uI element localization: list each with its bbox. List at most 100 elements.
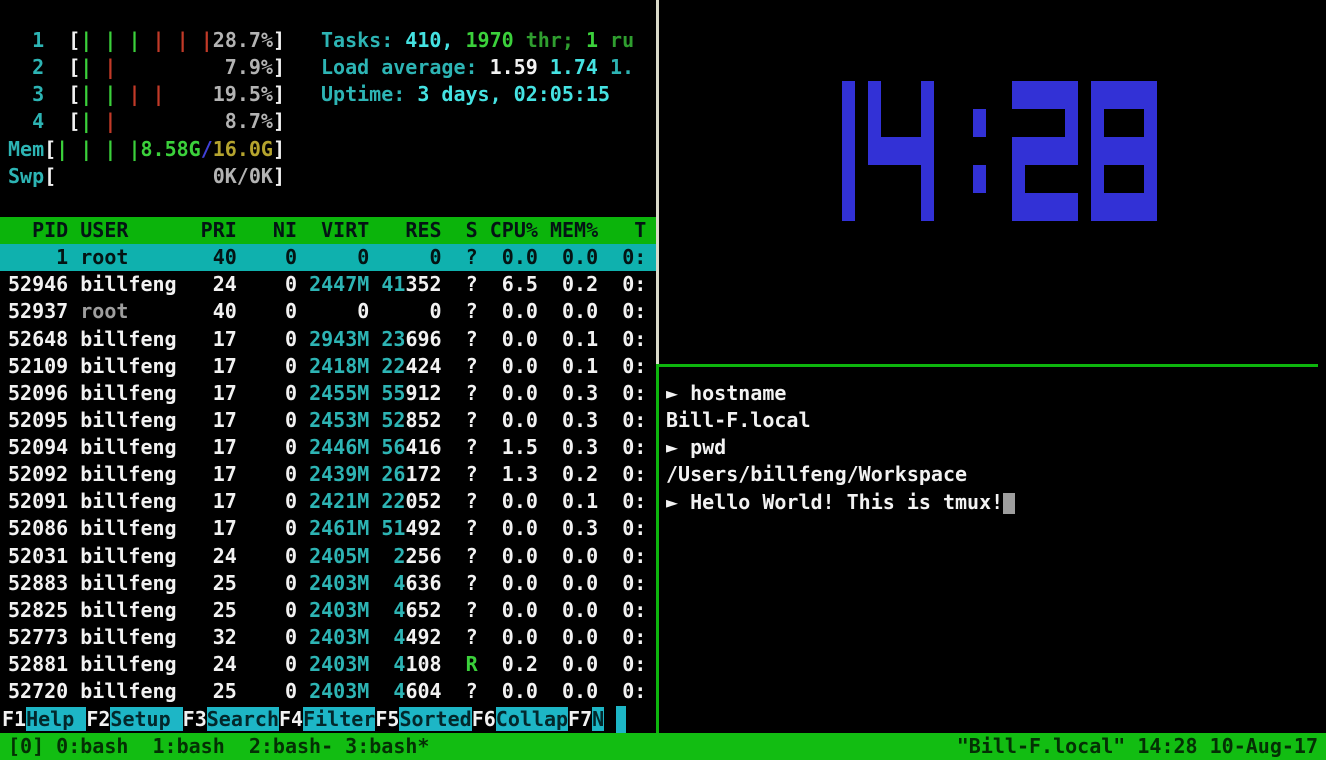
cell-res: 4 — [381, 570, 406, 595]
fkey-f6-button[interactable]: F6Collap — [471, 706, 569, 731]
fkey-label: Sorted — [399, 706, 472, 731]
meter-bar: | — [80, 109, 93, 134]
cell-virt: 2439M — [309, 462, 370, 487]
tty-clock-pane[interactable] — [659, 0, 1326, 364]
fkey-f7-button[interactable]: F7N — [568, 706, 605, 731]
cell-pid: 52091 — [8, 489, 69, 514]
cell-pri: 25 — [188, 679, 237, 704]
process-row[interactable]: 52937 root 40 0 0 0 ? 0.0 0.0 0: — [0, 298, 656, 325]
cell-user: billfeng — [80, 679, 189, 704]
cell-pri: 32 — [188, 624, 237, 649]
meter-bar: | — [128, 28, 141, 52]
cell-mem: 0.0 — [549, 679, 599, 704]
cell-cpu: 0.0 — [489, 516, 538, 541]
fkey-f1-button[interactable]: F1Help — [2, 706, 87, 731]
cell-pri: 24 — [188, 272, 237, 297]
fkey-f4-button[interactable]: F4Filter — [279, 706, 376, 731]
fkey-number: F1 — [2, 706, 27, 731]
cell-state: ? — [465, 624, 478, 649]
fkey-number: F3 — [182, 706, 207, 731]
clock-digit-segment — [842, 81, 855, 109]
shell-output: ► hostname Bill-F.local ► pwd/Users/billfe… — [659, 367, 1326, 516]
process-row[interactable]: 52031 billfeng 24 0 2405M 2256 ? 0.0 0.0… — [8, 543, 647, 568]
cell-res: 22 — [381, 489, 406, 514]
tmux-window-list[interactable]: [0] 0:bash 1:bash 2:bash- 3:bash* — [8, 734, 430, 758]
cell-user: billfeng — [80, 462, 189, 487]
cell-virt: 2405M — [309, 543, 370, 568]
cpu-meter-3: 3 [| | | | 19.5%] — [8, 82, 286, 107]
cell-state: ? — [465, 462, 478, 487]
meter-bar: | — [104, 109, 117, 134]
process-row[interactable]: 52094 billfeng 17 0 2446M 56416 ? 1.5 0.… — [8, 435, 647, 460]
cell-user: billfeng — [80, 380, 189, 405]
htop-pane[interactable]: 1 [| | | | | |28.7%] 2 [| | 7.9%] 3 [| |… — [0, 0, 656, 733]
cell-time: 0: — [622, 652, 647, 677]
tmux-pane-border-vertical-active[interactable] — [656, 364, 659, 733]
cell-pid: 52086 — [8, 516, 69, 541]
cell-user: billfeng — [80, 597, 189, 622]
clock-digit-segment — [1025, 81, 1065, 109]
process-row[interactable]: 52883 billfeng 25 0 2403M 4636 ? 0.0 0.0… — [8, 570, 647, 595]
cell-user: billfeng — [80, 407, 189, 432]
process-row[interactable]: 52091 billfeng 17 0 2421M 22052 ? 0.0 0.… — [8, 489, 647, 514]
cell-pid: 52648 — [8, 326, 69, 351]
cell-cpu: 0.0 — [489, 245, 538, 270]
process-row[interactable]: 52086 billfeng 17 0 2461M 51492 ? 0.0 0.… — [8, 516, 647, 541]
cell-res: 23 — [381, 326, 406, 351]
cell-pri: 17 — [188, 435, 237, 460]
cell-res: 22 — [381, 353, 406, 378]
process-row[interactable]: 52881 billfeng 24 0 2403M 4108 R 0.2 0.0… — [8, 652, 647, 677]
cell-ni: 0 — [236, 516, 298, 541]
cell-time: 0: — [622, 543, 647, 568]
process-row[interactable]: 52720 billfeng 25 0 2403M 4604 ? 0.0 0.0… — [8, 679, 647, 704]
cell-res: 0 — [381, 245, 442, 270]
shell-command-line: ► pwd — [666, 434, 1326, 461]
clock-digit-segment — [1091, 193, 1104, 221]
cpu-percent: 19.5% — [212, 82, 273, 107]
cell-user: root — [80, 299, 189, 324]
fkey-clipped-fragment — [616, 705, 627, 733]
process-row[interactable]: 52773 billfeng 32 0 2403M 4492 ? 0.0 0.0… — [8, 624, 647, 649]
cell-pid: 52946 — [8, 272, 69, 297]
cell-pri: PRI — [188, 218, 237, 243]
process-row[interactable]: 52648 billfeng 17 0 2943M 23696 ? 0.0 0.… — [8, 326, 647, 351]
load-average-meter: Load average: 1.59 1.74 1. — [321, 55, 635, 80]
clock-digit-segment — [1104, 81, 1144, 109]
clock-digit-segment — [1012, 165, 1025, 193]
clock-digit-segment — [1144, 193, 1157, 221]
cell-mem: 0.3 — [549, 407, 599, 432]
cell-virt: VIRT — [309, 218, 370, 243]
fkey-f2-button[interactable]: F2Setup — [86, 706, 183, 731]
fkey-number: F7 — [568, 706, 593, 731]
cell-virt: 2453M — [309, 407, 370, 432]
tmux-pane-border-vertical[interactable] — [656, 0, 659, 364]
cell-state: ? — [465, 570, 478, 595]
cell-cpu: 0.2 — [489, 652, 538, 677]
cell-res: 4 — [381, 652, 406, 677]
fkey-f5-button[interactable]: F5Sorted — [375, 706, 472, 731]
clock-digit-segment — [921, 193, 934, 221]
cell-ni: NI — [236, 218, 298, 243]
cell-state: ? — [465, 597, 478, 622]
process-row[interactable]: 52096 billfeng 17 0 2455M 55912 ? 0.0 0.… — [8, 380, 647, 405]
tmux-pane-border-horizontal-active[interactable] — [659, 364, 1318, 367]
fkey-f3-button[interactable]: F3Search — [182, 706, 279, 731]
shell-pane[interactable]: ► hostname Bill-F.local ► pwd/Users/billfe… — [659, 367, 1326, 733]
cell-res: 52 — [381, 407, 406, 432]
meter-bar: | — [128, 82, 141, 107]
shell-output-text: Bill-F.local — [666, 408, 811, 433]
cell-pid: 52937 — [8, 299, 69, 324]
process-row[interactable]: 52092 billfeng 17 0 2439M 26172 ? 1.3 0.… — [8, 462, 647, 487]
cell-user: billfeng — [80, 652, 189, 677]
cell-pid: 52095 — [8, 407, 69, 432]
process-row[interactable]: 52095 billfeng 17 0 2453M 52852 ? 0.0 0.… — [8, 407, 647, 432]
cell-state: ? — [465, 326, 478, 351]
process-row[interactable]: 52109 billfeng 17 0 2418M 22424 ? 0.0 0.… — [8, 353, 647, 378]
process-row[interactable]: 52946 billfeng 24 0 2447M 41352 ? 6.5 0.… — [8, 272, 647, 297]
cell-state: R — [465, 652, 478, 677]
shell-prompt-icon: ► — [666, 489, 691, 514]
process-row[interactable]: 1 root 40 0 0 0 ? 0.0 0.0 0: — [0, 244, 656, 272]
process-row[interactable]: 52825 billfeng 25 0 2403M 4652 ? 0.0 0.0… — [8, 597, 647, 622]
meter-bar: | — [104, 136, 117, 161]
clock-digit-segment — [1025, 137, 1065, 165]
